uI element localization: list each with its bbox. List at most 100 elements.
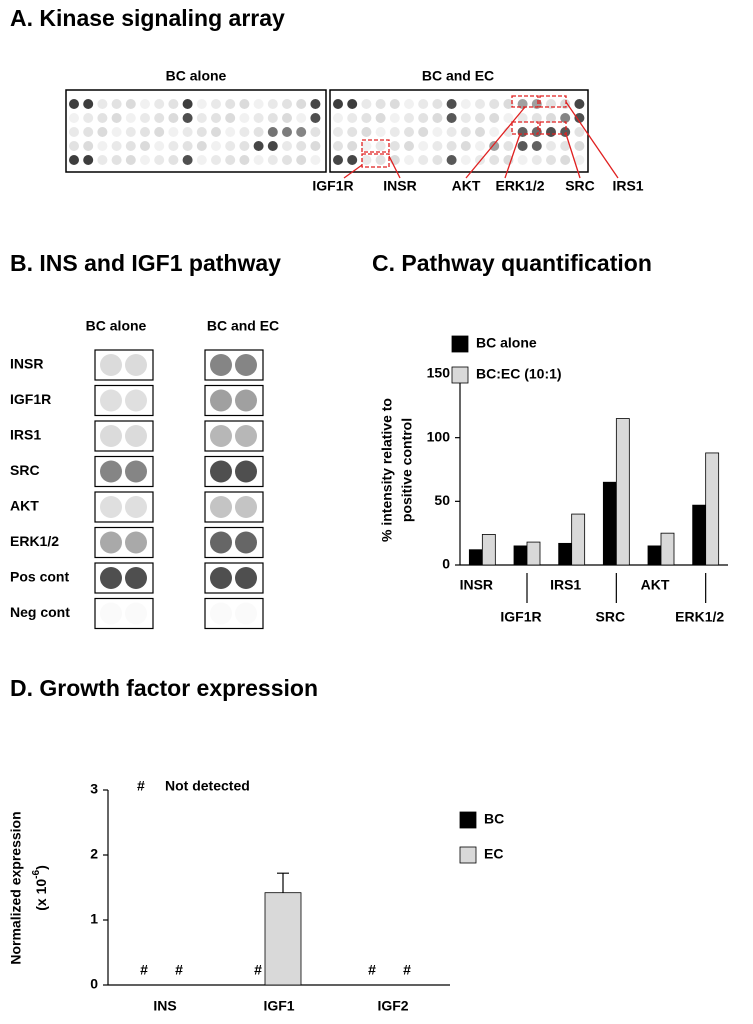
spot — [432, 141, 443, 151]
spot — [140, 113, 150, 123]
bar — [705, 452, 720, 566]
kinase-label: ERK1/2 — [495, 178, 544, 194]
spot — [125, 496, 147, 518]
y-axis-label: (x 10-6) — [31, 865, 49, 911]
bar — [660, 532, 675, 566]
spot — [404, 127, 414, 137]
spot — [489, 155, 500, 165]
spot — [225, 141, 236, 151]
row-label: INSR — [10, 356, 43, 372]
x-tick-label: ERK1/2 — [675, 609, 724, 625]
spot — [296, 113, 307, 123]
legend-label: EC — [484, 846, 503, 862]
spot — [154, 113, 165, 123]
spot — [196, 155, 207, 165]
spot — [446, 155, 457, 165]
spot — [69, 155, 79, 165]
y-tick-label: 100 — [427, 428, 451, 444]
spot — [282, 141, 292, 151]
spot — [182, 99, 193, 109]
spot — [375, 141, 386, 151]
spot — [574, 99, 585, 109]
spot — [125, 354, 147, 376]
legend-label: BC alone — [476, 335, 537, 351]
spot — [239, 127, 250, 137]
value-label: # — [175, 962, 183, 978]
y-tick-label: 2 — [90, 846, 98, 862]
spot — [574, 127, 585, 137]
kinase-label: INSR — [383, 178, 416, 194]
spot — [489, 141, 500, 151]
spot — [239, 155, 250, 165]
spot — [210, 354, 232, 376]
spot — [225, 99, 236, 109]
spot — [267, 113, 278, 123]
spot — [517, 113, 528, 123]
spot — [225, 127, 236, 137]
spot — [361, 141, 372, 151]
spot — [239, 113, 250, 123]
spot — [333, 113, 343, 123]
spot — [418, 99, 429, 109]
spot — [100, 460, 122, 483]
panel-title: B. INS and IGF1 pathway — [10, 250, 281, 276]
spot — [404, 155, 414, 165]
spot — [100, 531, 122, 554]
spot — [310, 155, 321, 165]
spot — [531, 141, 542, 151]
spot — [210, 389, 232, 412]
spot — [100, 389, 122, 412]
spot — [125, 141, 136, 151]
bar — [526, 541, 541, 566]
row-label: Pos cont — [10, 569, 69, 585]
charts: C. Pathway quantification % intensity rel… — [8, 250, 728, 1014]
spot — [418, 155, 429, 165]
spot — [296, 127, 307, 137]
spot — [361, 113, 372, 123]
spot — [100, 496, 122, 518]
y-tick-label: 0 — [90, 976, 98, 992]
spot — [83, 155, 94, 165]
spot — [574, 113, 585, 123]
spot — [333, 155, 343, 165]
spot — [475, 113, 485, 123]
spot — [446, 141, 457, 151]
spot — [361, 155, 372, 165]
spot — [574, 141, 585, 151]
spot — [168, 113, 179, 123]
spot — [97, 127, 108, 137]
bar — [647, 545, 662, 566]
x-tick-label: IRS1 — [550, 577, 581, 593]
spot — [69, 99, 79, 109]
spot — [404, 99, 414, 109]
spot — [282, 99, 292, 109]
row-label: ERK1/2 — [10, 533, 59, 549]
bar — [692, 504, 707, 566]
spot — [168, 127, 179, 137]
spot — [125, 567, 147, 589]
spot — [125, 425, 147, 447]
spot — [503, 141, 514, 151]
spot — [560, 127, 571, 137]
legend-swatch — [459, 811, 477, 829]
spot — [418, 113, 429, 123]
spot — [296, 141, 307, 151]
spot — [210, 496, 232, 518]
spot — [140, 155, 150, 165]
spot — [460, 113, 471, 123]
spot — [182, 141, 193, 151]
spot — [211, 99, 221, 109]
bar — [615, 418, 630, 566]
spot — [83, 113, 94, 123]
spot — [475, 99, 485, 109]
value-label: # — [403, 962, 411, 978]
blot-label: BC alone — [166, 68, 227, 84]
spot — [375, 127, 386, 137]
y-axis-label-exponent: -6 — [31, 869, 42, 878]
y-axis-label: % intensity relative to — [379, 398, 395, 542]
y-tick-label: 0 — [442, 556, 450, 572]
spot — [446, 127, 457, 137]
spot — [489, 127, 500, 137]
spot — [69, 141, 79, 151]
x-tick-label: SRC — [596, 609, 626, 625]
